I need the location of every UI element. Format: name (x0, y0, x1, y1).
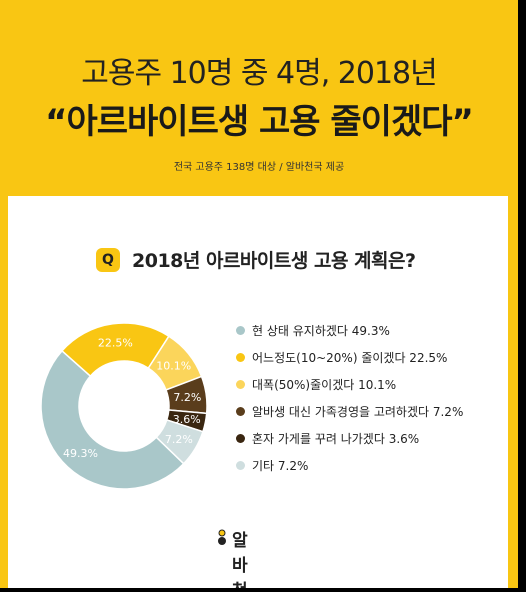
donut-label-4: 7.2% (173, 391, 201, 404)
donut-label-3: 10.1% (156, 360, 191, 373)
subtitle: 전국 고용주 138명 대상 / 알바천국 제공 (173, 162, 345, 173)
donut-label-5: 3.6% (173, 413, 201, 426)
legend-item-4: 알바생 대신 가족경영을 고려하겠다 7.2% (236, 403, 506, 430)
donut-chart: 49.3% 22.5% 10.1% 7.2% 3.6% 7.2% (40, 322, 208, 490)
infographic: 고용주 10명 중 4명, 2018년 “아르바이트생 고용 줄이겠다” 전국 … (0, 0, 518, 588)
legend-label-6: 기타 7.2% (252, 459, 309, 473)
legend-swatch-1 (236, 326, 245, 335)
legend-swatch-2 (236, 353, 245, 362)
donut-label-6: 7.2% (165, 433, 193, 446)
legend-label-5: 혼자 가게를 꾸려 나가겠다 3.6% (252, 432, 420, 446)
legend-swatch-3 (236, 380, 245, 389)
chart-card: Q 2018년 아르바이트생 고용 계획은? 49.3% 22.5% 10.1% 7.… (8, 196, 508, 588)
legend-swatch-4 (236, 407, 245, 416)
donut-label-2: 22.5% (98, 337, 133, 350)
legend-item-2: 어느정도(10~20%) 줄이겠다 22.5% (236, 349, 506, 376)
title-line-1: 고용주 10명 중 4명, 2018년 (81, 56, 438, 91)
donut-slice-1 (40, 349, 185, 490)
brand-name: 알바천국 (232, 531, 248, 588)
legend-item-3: 대폭(50%)줄이겠다 10.1% (236, 376, 506, 403)
donut-label-1: 49.3% (63, 447, 98, 460)
chart-legend: 현 상태 유지하겠다 49.3% 어느정도(10~20%) 줄이겠다 22.5% 대… (236, 322, 506, 484)
question-title: 2018년 아르바이트생 고용 계획은? (132, 250, 416, 272)
legend-label-2: 어느정도(10~20%) 줄이겠다 22.5% (252, 351, 448, 365)
title-line-2: “아르바이트생 고용 줄이겠다” (45, 102, 474, 142)
bee-icon (218, 529, 226, 545)
legend-item-1: 현 상태 유지하겠다 49.3% (236, 322, 506, 349)
legend-label-3: 대폭(50%)줄이겠다 10.1% (252, 378, 397, 392)
donut-slice-6 (155, 419, 204, 465)
legend-label-4: 알바생 대신 가족경영을 고려하겠다 7.2% (252, 405, 464, 419)
legend-swatch-6 (236, 461, 245, 470)
legend-item-6: 기타 7.2% (236, 457, 506, 484)
legend-label-1: 현 상태 유지하겠다 49.3% (252, 324, 390, 338)
question-badge: Q (96, 248, 120, 272)
legend-swatch-5 (236, 434, 245, 443)
legend-item-5: 혼자 가게를 꾸려 나가겠다 3.6% (236, 430, 506, 457)
